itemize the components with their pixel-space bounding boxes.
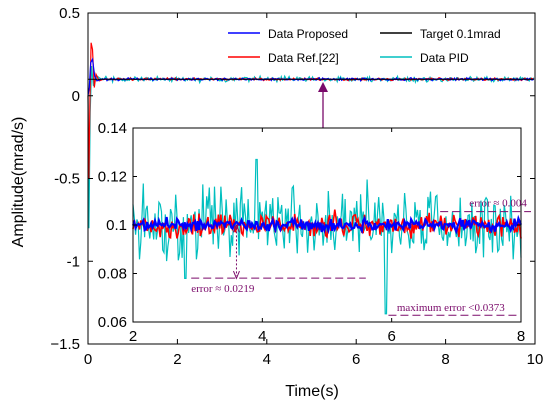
x-tick-label: 4 bbox=[263, 351, 271, 368]
annotation-error-004: error ≈ 0.004 bbox=[469, 197, 527, 209]
y-tick-label: -1 bbox=[67, 253, 80, 270]
inset-series-line-data-ref-22 bbox=[132, 209, 522, 239]
y-tick-label: −1.5 bbox=[50, 336, 80, 353]
inset-x-tick-label: 2 bbox=[129, 328, 137, 345]
annotation-arrowhead-down bbox=[233, 270, 240, 280]
inset-x-tick-label: 8 bbox=[517, 328, 525, 345]
x-tick-label: 8 bbox=[441, 351, 449, 368]
y-tick-label: 0 bbox=[72, 88, 80, 105]
inset-y-tick-label: 0.12 bbox=[98, 169, 127, 186]
legend-label: Data Proposed bbox=[268, 27, 348, 41]
legend-label: Data PID bbox=[420, 51, 469, 65]
x-tick-label: 2 bbox=[173, 351, 181, 368]
y-axis-label: Amplitude(mrad/s) bbox=[10, 117, 27, 248]
annotation-arrowhead-up bbox=[233, 223, 240, 233]
legend-label: Data Ref.[22] bbox=[268, 51, 339, 65]
inset-annotations: error ≈ 0.004 error ≈ 0.0219 maximum error… bbox=[191, 197, 531, 316]
annotation-error-0219: error ≈ 0.0219 bbox=[191, 283, 255, 295]
inset-pointer-arrowhead bbox=[318, 82, 328, 92]
x-tick-label: 10 bbox=[527, 351, 544, 368]
y-tick-label: -0.5 bbox=[54, 171, 80, 188]
y-tick-label: 0.5 bbox=[59, 5, 80, 22]
inset-y-tick-label: 0.14 bbox=[98, 120, 127, 137]
inset-series-line-data-proposed bbox=[131, 214, 523, 235]
inset-y-tick-label: 0.08 bbox=[98, 266, 127, 283]
inset-y-tick-label: 0.1 bbox=[106, 217, 127, 234]
x-tick-label: 0 bbox=[84, 351, 92, 368]
inset-x-tick-label: 6 bbox=[387, 328, 395, 345]
x-tick-label: 6 bbox=[352, 351, 360, 368]
inset-x-tick-label: 4 bbox=[258, 328, 266, 345]
legend-label: Target 0.1mrad bbox=[420, 27, 501, 41]
inset-series-line-data-pid bbox=[132, 158, 522, 315]
annotation-max-error: maximum error <0.0373 bbox=[397, 302, 505, 314]
inset-y-tick-label: 0.06 bbox=[98, 314, 127, 331]
x-axis-label: Time(s) bbox=[285, 383, 339, 400]
